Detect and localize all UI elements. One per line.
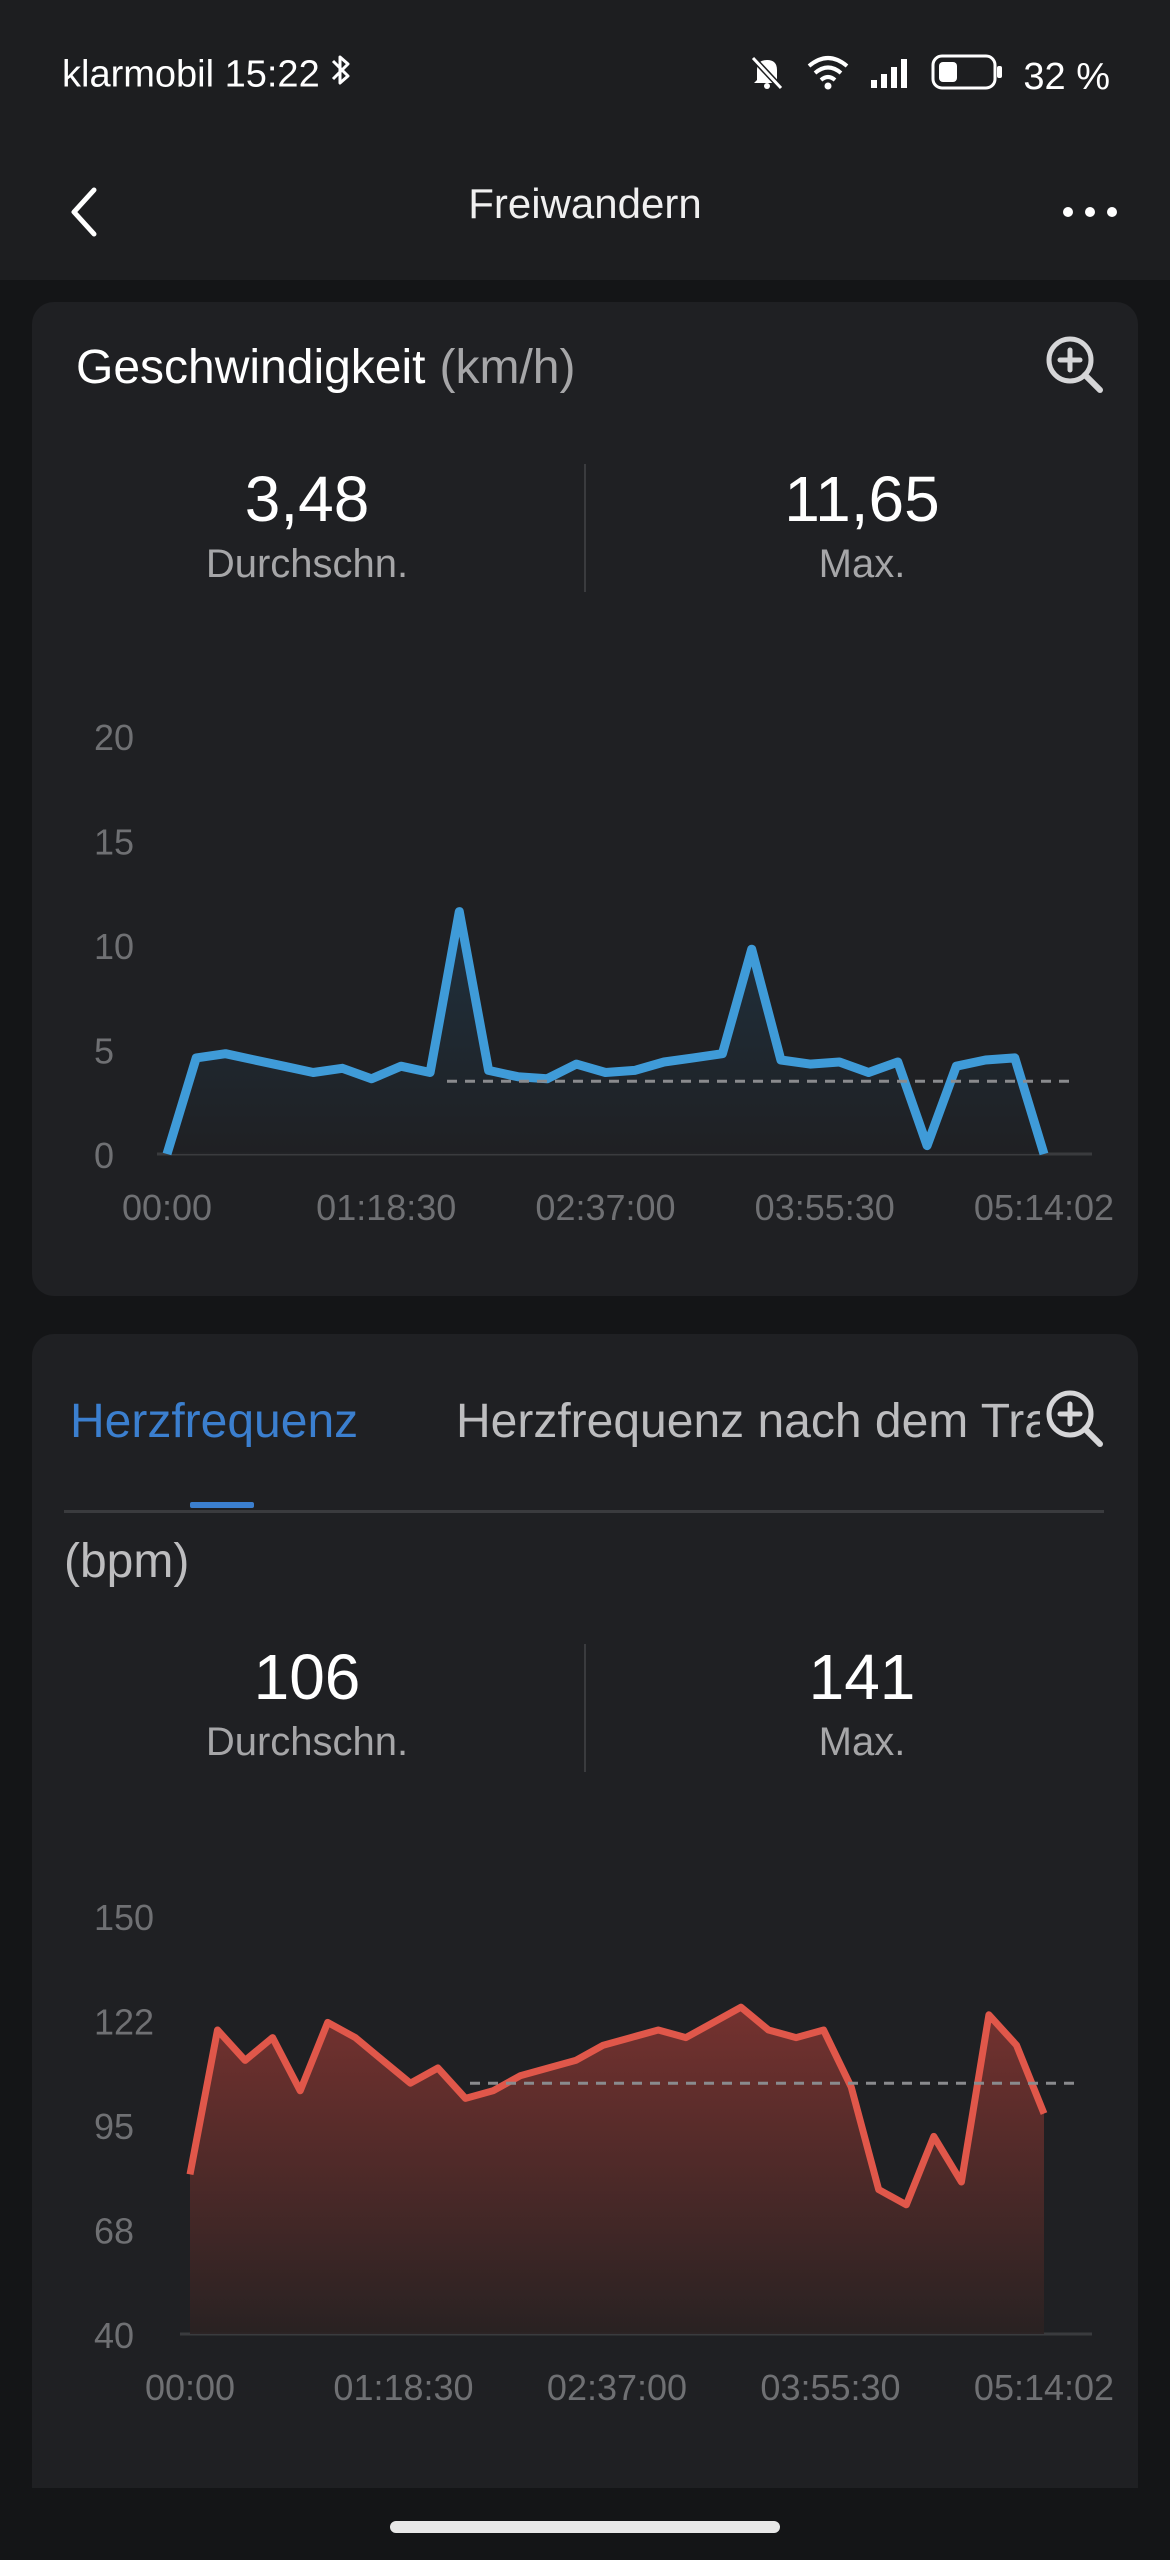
x-tick-label: 03:55:30 — [760, 2367, 900, 2408]
x-tick-label: 05:14:02 — [974, 2367, 1114, 2408]
series-line — [162, 907, 1049, 1156]
y-tick-label: 150 — [94, 1897, 154, 1938]
y-tick-label: 122 — [94, 2002, 154, 2043]
speed-chart: 0 5 10 15 20 00:00 01:18:30 02:37:00 03:55:30 05:… — [94, 717, 1114, 1228]
y-tick-label: 68 — [94, 2211, 134, 2252]
speed-max-value: 11,65 — [784, 463, 940, 535]
tab-herzfrequenz-nach-training[interactable]: Herzfrequenz nach dem Training — [456, 1395, 1096, 1448]
battery-percent: 32 % — [1023, 55, 1110, 98]
y-tick-label: 5 — [94, 1031, 114, 1072]
speed-max: 11,65 Max. — [662, 462, 1062, 587]
speed-average-value: 3,48 — [244, 463, 370, 535]
heart-unit: (bpm) — [64, 1535, 190, 1588]
speed-average: 3,48 Durchschn. — [107, 462, 507, 587]
app-bar: Freiwandern — [0, 150, 1170, 280]
speed-unit: (km/h) — [439, 341, 576, 394]
clock: 15:22 — [224, 53, 320, 96]
status-left: klarmobil 15:22 — [62, 52, 352, 98]
heart-max: 141 Max. — [662, 1640, 1062, 1765]
mute-bell-icon — [747, 52, 787, 102]
heart-average-label: Durchschn. — [205, 1720, 409, 1764]
speed-max-label: Max. — [818, 542, 906, 586]
carrier-name: klarmobil — [62, 53, 215, 96]
speed-card-title: Geschwindigkeit (km/h) — [76, 340, 575, 395]
stat-divider — [584, 1644, 586, 1772]
bluetooth-icon — [330, 55, 352, 97]
x-tick-label: 05:14:02 — [974, 1187, 1114, 1228]
y-tick-label: 20 — [94, 717, 134, 758]
y-tick-label: 0 — [94, 1135, 114, 1176]
tab-herzfrequenz[interactable]: Herzfrequenz — [70, 1395, 359, 1448]
wifi-icon — [805, 52, 851, 102]
heart-max-label: Max. — [818, 1720, 906, 1764]
active-tab-indicator — [190, 1502, 254, 1508]
stat-divider — [584, 464, 586, 592]
zoom-in-icon — [1046, 336, 1103, 393]
heart-average: 106 Durchschn. — [107, 1640, 507, 1765]
heart-rate-chart: 40 68 95 122 150 00:00 01:18:30 02:37:00 03:55:3… — [94, 1897, 1114, 2408]
heart-average-value: 106 — [253, 1641, 361, 1713]
back-button[interactable] — [44, 172, 124, 252]
y-tick-label: 95 — [94, 2106, 134, 2147]
x-tick-label: 00:00 — [145, 2367, 235, 2408]
heart-zoom-button[interactable] — [1040, 1384, 1110, 1454]
x-tick-label: 01:18:30 — [316, 1187, 456, 1228]
tab-divider — [64, 1510, 1104, 1513]
x-tick-label: 03:55:30 — [755, 1187, 895, 1228]
zoom-in-icon — [1046, 1390, 1103, 1447]
y-tick-label: 40 — [94, 2315, 134, 2356]
more-options-button[interactable] — [1050, 172, 1130, 252]
heart-max-value: 141 — [808, 1641, 916, 1713]
y-tick-label: 10 — [94, 926, 134, 967]
series-area — [167, 911, 1044, 1154]
speed-zoom-button[interactable] — [1040, 330, 1110, 400]
speed-card: Geschwindigkeit (km/h) 3,48 Durchschn. 11… — [32, 302, 1138, 1296]
x-tick-label: 02:37:00 — [535, 1187, 675, 1228]
speed-average-label: Durchschn. — [205, 542, 409, 586]
heart-rate-card: Herzfrequenz Herzfrequenz nach dem Train… — [32, 1334, 1138, 2560]
chevron-left-icon — [71, 187, 97, 237]
y-tick-label: 15 — [94, 822, 134, 863]
x-tick-label: 02:37:00 — [547, 2367, 687, 2408]
battery-icon — [931, 52, 1005, 102]
signal-icon — [869, 54, 913, 100]
speed-title-text: Geschwindigkeit — [76, 341, 426, 394]
status-bar: klarmobil 15:22 32 % — [0, 0, 1170, 150]
heart-rate-tabs: Herzfrequenz Herzfrequenz nach dem Train… — [32, 1334, 1138, 1514]
page-title: Freiwandern — [468, 180, 702, 227]
x-tick-label: 01:18:30 — [333, 2367, 473, 2408]
series-area — [190, 2007, 1044, 2334]
x-tick-label: 00:00 — [122, 1187, 212, 1228]
status-right: 32 % — [747, 52, 1110, 102]
more-dots-icon — [1063, 207, 1117, 217]
series-line — [186, 2003, 1048, 2209]
home-indicator[interactable] — [390, 2521, 780, 2533]
